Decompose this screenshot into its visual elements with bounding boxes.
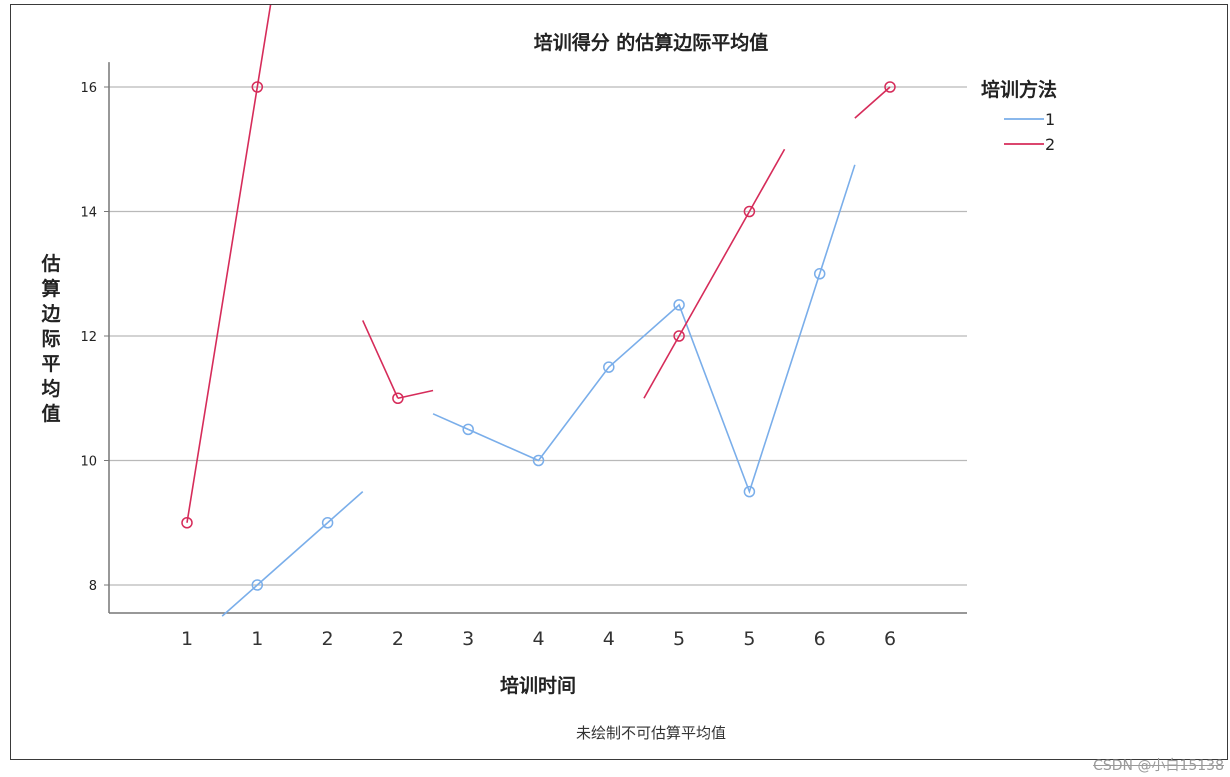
y-axis-title-char: 值 bbox=[41, 402, 60, 425]
series-2-line bbox=[748, 148, 786, 212]
series-1-line bbox=[432, 413, 469, 431]
x-tick-label: 4 bbox=[603, 628, 615, 650]
series-2-point bbox=[251, 81, 264, 93]
series-1-line bbox=[467, 273, 821, 495]
y-axis-title-char: 算 bbox=[41, 277, 60, 300]
series-1-point bbox=[321, 517, 334, 529]
series-1-line bbox=[256, 522, 329, 586]
series-1-point bbox=[251, 579, 264, 591]
x-tick-label: 2 bbox=[392, 628, 404, 650]
y-axis-title-char: 边 bbox=[40, 303, 61, 325]
series-2-line bbox=[256, 5, 272, 88]
gridlines bbox=[109, 86, 967, 586]
chart-title: 培训得分 的估算边际平均值 bbox=[534, 31, 769, 54]
series-2-point bbox=[743, 205, 756, 218]
y-tick-label: 10 bbox=[80, 455, 97, 470]
x-tick-label: 5 bbox=[743, 628, 755, 650]
y-axis-title-char: 际 bbox=[41, 328, 60, 350]
series-2-point bbox=[181, 517, 193, 529]
x-tick-label: 3 bbox=[462, 628, 474, 650]
x-tick-label: 4 bbox=[532, 628, 544, 650]
y-axis-title: 估算边际平均值 bbox=[40, 252, 61, 425]
legend: 培训方法 1 2 bbox=[981, 78, 1057, 154]
series-1-point bbox=[813, 268, 826, 280]
x-tick-label: 6 bbox=[884, 628, 896, 650]
y-tick-labels: 8 10 12 14 16 bbox=[80, 81, 109, 594]
series-2-point bbox=[673, 330, 685, 342]
series-1-line bbox=[221, 584, 258, 617]
legend-title: 培训方法 bbox=[981, 78, 1057, 101]
legend-label-1: 1 bbox=[1045, 110, 1055, 129]
watermark: CSDN @小白15138 bbox=[1093, 758, 1224, 774]
x-tick-label: 1 bbox=[181, 628, 193, 650]
y-tick-label: 16 bbox=[80, 81, 97, 96]
series-2-point bbox=[392, 392, 404, 404]
x-tick-label: 6 bbox=[814, 628, 826, 650]
axes bbox=[108, 62, 967, 614]
legend-label-2: 2 bbox=[1045, 135, 1055, 154]
series-2-line bbox=[186, 86, 259, 523]
series-2-point bbox=[884, 81, 896, 93]
series-1-line bbox=[818, 164, 856, 274]
y-axis-title-char: 均 bbox=[41, 377, 60, 400]
series-1-point bbox=[532, 454, 545, 467]
series-1-point bbox=[743, 485, 756, 498]
y-axis-title-char: 平 bbox=[41, 353, 60, 375]
series-2-line bbox=[362, 320, 399, 399]
series-lines bbox=[186, 5, 891, 617]
series-1-point bbox=[462, 423, 474, 436]
y-axis-title-char: 估 bbox=[40, 252, 60, 275]
y-tick-label: 8 bbox=[89, 579, 97, 594]
y-tick-label: 12 bbox=[80, 330, 97, 345]
x-tick-label: 5 bbox=[673, 628, 685, 650]
data-points bbox=[181, 81, 896, 591]
x-tick-labels: 1 1 2 2 3 4 4 5 5 6 6 bbox=[181, 628, 896, 650]
series-2-line bbox=[397, 389, 434, 400]
series-1-point bbox=[603, 361, 615, 373]
series-2-line bbox=[643, 335, 680, 399]
series-2-line bbox=[678, 211, 751, 337]
series-1-line bbox=[327, 491, 364, 524]
series-1-point bbox=[673, 299, 685, 311]
x-axis-title: 培训时间 bbox=[500, 674, 576, 697]
y-tick-label: 14 bbox=[80, 206, 97, 221]
x-tick-label: 2 bbox=[322, 628, 334, 650]
footnote: 未绘制不可估算平均值 bbox=[576, 724, 726, 742]
x-tick-label: 1 bbox=[251, 628, 263, 650]
series-2-line bbox=[854, 86, 891, 119]
